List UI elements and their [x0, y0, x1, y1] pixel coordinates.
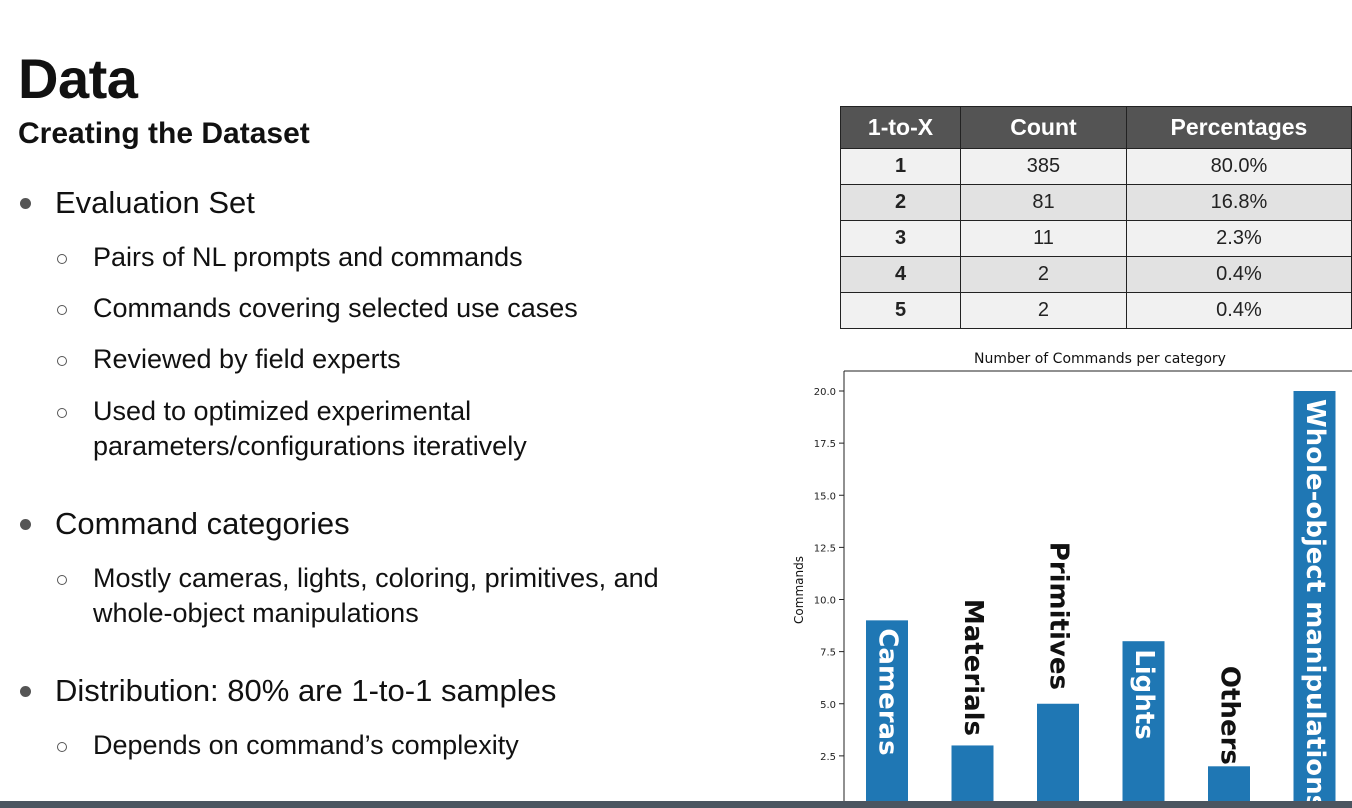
sub-bullet: Mostly cameras, lights, coloring, primit… — [57, 561, 659, 631]
table-cell: 80.0% — [1125, 148, 1352, 185]
table-cell: 0.4% — [1125, 292, 1352, 329]
bottom-bar — [0, 801, 1352, 808]
table-cell: 5 — [839, 292, 962, 329]
column-header: Count — [960, 106, 1127, 149]
y-tick-label: 10.0 — [814, 596, 836, 607]
column-header: Percentages — [1125, 106, 1352, 149]
table-row: 3 11 2.3% — [839, 220, 1352, 257]
sub-bullet: Commands covering selected use cases — [57, 291, 578, 326]
table-row: 5 2 0.4% — [839, 292, 1352, 329]
sub-bullet: Reviewed by field experts — [57, 342, 401, 377]
sub-bullet: Pairs of NL prompts and commands — [57, 240, 523, 275]
table-cell: 2 — [960, 292, 1127, 329]
category-label: Lights — [1129, 649, 1159, 740]
bullet-evaluation-set: Evaluation Set — [20, 185, 255, 220]
chart-y-ticks: 0.02.55.07.510.012.515.017.520.0 — [814, 387, 844, 808]
chart-title: Number of Commands per category — [974, 351, 1226, 367]
slide-title: Data — [18, 47, 138, 110]
y-tick-label: 17.5 — [814, 439, 836, 450]
category-label: Whole-object manipulations — [1300, 399, 1330, 808]
y-tick-label: 5.0 — [820, 700, 836, 711]
table-cell: 11 — [960, 220, 1127, 257]
table-cell: 2.3% — [1125, 220, 1352, 257]
table-row: 1 385 80.0% — [839, 148, 1352, 185]
y-tick-label: 2.5 — [820, 752, 836, 763]
category-label: Materials — [958, 599, 988, 736]
y-tick-label: 20.0 — [814, 387, 836, 398]
y-tick-label: 12.5 — [814, 543, 836, 554]
y-tick-label: 15.0 — [814, 491, 836, 502]
y-tick-label: 7.5 — [820, 648, 836, 659]
table-cell: 4 — [839, 256, 962, 293]
table-cell: 3 — [839, 220, 962, 257]
commands-bar-chart: Number of Commands per category Commands… — [792, 351, 1352, 808]
bar — [866, 620, 908, 808]
distribution-table: 1-to-X Count Percentages 1 385 80.0% 2 8… — [839, 106, 1352, 329]
bar — [1293, 391, 1336, 808]
category-label: Others — [1215, 666, 1245, 765]
slide-subtitle: Creating the Dataset — [18, 117, 310, 150]
bar — [951, 745, 994, 808]
table-cell: 1 — [839, 148, 962, 185]
column-header: 1-to-X — [839, 106, 962, 149]
chart-bars: Cameras Materials Primitives Lights Others Wh… — [866, 391, 1336, 808]
bar — [1037, 703, 1079, 808]
table-header-row: 1-to-X Count Percentages — [839, 106, 1352, 149]
table-row: 4 2 0.4% — [839, 256, 1352, 293]
bar — [1122, 641, 1165, 808]
table-cell: 2 — [839, 184, 962, 221]
bullet-distribution: Distribution: 80% are 1-to-1 samples — [19, 673, 557, 708]
table-cell: 16.8% — [1125, 184, 1352, 221]
sub-bullet: Used to optimized experimental parameter… — [57, 394, 527, 464]
sub-bullet: Depends on command’s complexity — [57, 728, 519, 763]
table-cell: 2 — [960, 256, 1127, 293]
bullet-command-categories: Command categories — [20, 506, 350, 541]
chart-y-axis-label: Commands — [792, 556, 806, 624]
bullet-list: Evaluation Set Pairs of NL prompts and c… — [19, 185, 659, 763]
table-cell: 81 — [960, 184, 1127, 221]
table-cell: 0.4% — [1125, 256, 1352, 293]
category-label: Primitives — [1044, 542, 1074, 690]
table-row: 2 81 16.8% — [839, 184, 1352, 221]
category-label: Cameras — [873, 628, 903, 755]
table-cell: 385 — [960, 148, 1127, 185]
